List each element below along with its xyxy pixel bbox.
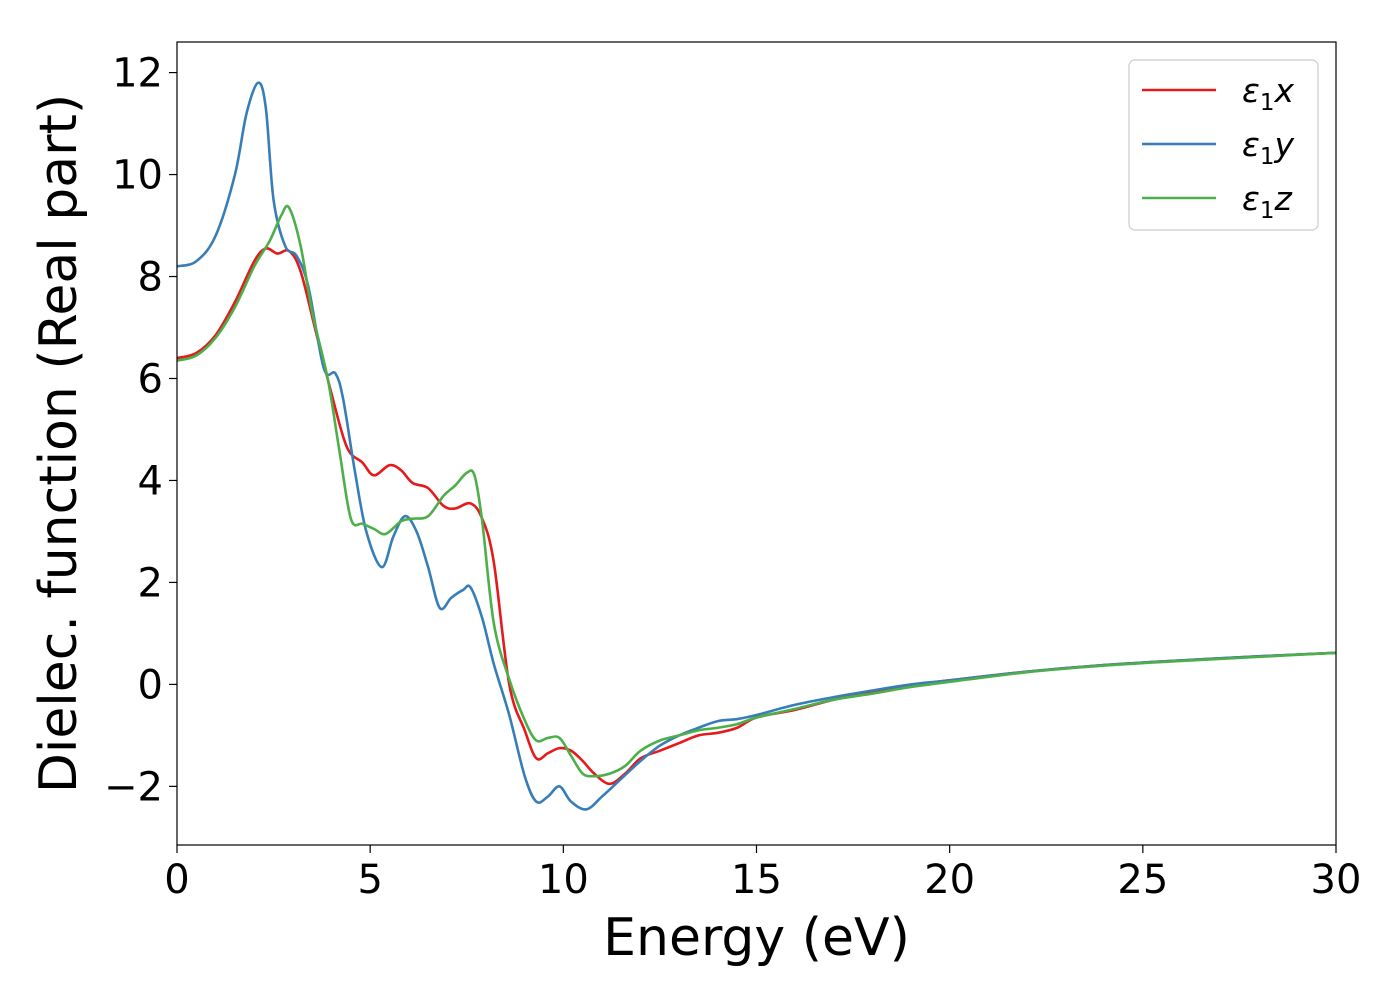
- x-tick-label: 5: [357, 857, 382, 903]
- legend-subscript: 1: [1260, 144, 1275, 170]
- x-tick-label: 15: [731, 857, 782, 903]
- series-line-z: [176, 204, 1337, 778]
- legend-component: x: [1273, 71, 1294, 110]
- legend-symbol: ε: [1242, 125, 1260, 164]
- y-tick-label: 4: [138, 458, 163, 504]
- x-tick-label: 10: [538, 857, 589, 903]
- y-tick-label: 8: [138, 255, 163, 301]
- y-tick-label: 2: [138, 560, 163, 606]
- y-axis-title: Dielec. function (Real part): [29, 94, 89, 793]
- y-tick-label: 6: [138, 356, 163, 402]
- legend-component: y: [1273, 125, 1294, 164]
- y-tick-label: 0: [138, 662, 163, 708]
- y-tick-label: 10: [112, 153, 163, 199]
- y-tick-label: −2: [104, 764, 163, 810]
- legend-entry-label: ε1z: [1242, 179, 1292, 224]
- y-axis: −2 0 2 4 6 8 10 12: [104, 51, 177, 810]
- legend-entry-label: ε1y: [1242, 125, 1294, 170]
- series-line-y: [176, 81, 1337, 811]
- x-tick-label: 25: [1117, 857, 1168, 903]
- legend-component: z: [1273, 179, 1292, 218]
- x-tick-label: 20: [924, 857, 975, 903]
- legend-entry-label: ε1x: [1242, 71, 1294, 116]
- series-layer: [176, 81, 1337, 811]
- x-tick-label: 30: [1311, 857, 1362, 903]
- x-tick-label: 0: [164, 857, 189, 903]
- legend-symbol: ε: [1242, 71, 1260, 110]
- x-axis-title: Energy (eV): [603, 908, 910, 968]
- y-tick-label: 12: [112, 51, 163, 97]
- legend-subscript: 1: [1260, 90, 1275, 116]
- x-axis: 0 5 10 15 20 25 30: [164, 845, 1361, 903]
- legend-symbol: ε: [1242, 179, 1260, 218]
- legend-box: [1128, 59, 1319, 231]
- legend-subscript: 1: [1260, 198, 1275, 224]
